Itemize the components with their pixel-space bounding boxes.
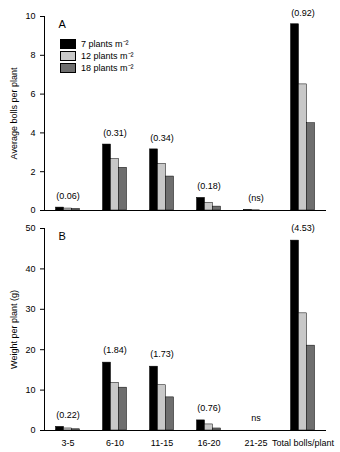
svg-text:16-20: 16-20 (197, 438, 220, 448)
svg-text:(0.31): (0.31) (103, 128, 127, 138)
svg-text:10: 10 (25, 11, 35, 21)
svg-text:50: 50 (25, 223, 35, 233)
svg-text:20: 20 (25, 345, 35, 355)
svg-text:3-5: 3-5 (61, 438, 74, 448)
svg-text:A: A (59, 18, 67, 30)
svg-text:4: 4 (30, 128, 35, 138)
svg-text:(4.53): (4.53) (291, 223, 315, 233)
svg-text:Weight per plant (g): Weight per plant (g) (9, 290, 19, 369)
svg-text:6: 6 (30, 89, 35, 99)
svg-text:11-15: 11-15 (151, 438, 173, 448)
svg-text:Total bolls/plant: Total bolls/plant (272, 438, 335, 448)
svg-text:0: 0 (30, 205, 35, 215)
html-text:12 plants m⁻²: 12 plants m⁻² (81, 51, 134, 61)
svg-text:(0.06): (0.06) (56, 191, 80, 201)
svg-text:(ns): (ns) (248, 193, 264, 203)
html-text:18 plants m⁻²: 18 plants m⁻² (81, 63, 134, 73)
svg-text:(1.84): (1.84) (103, 345, 127, 355)
svg-text:10: 10 (25, 385, 35, 395)
svg-text:(0.34): (0.34) (150, 133, 174, 143)
svg-text:(1.73): (1.73) (150, 349, 174, 359)
svg-text:(0.92): (0.92) (291, 8, 315, 18)
svg-text:ns: ns (251, 413, 261, 423)
svg-text:Average bolls per plant: Average bolls per plant (9, 67, 19, 159)
svg-text:(0.76): (0.76) (197, 403, 221, 413)
svg-text:30: 30 (25, 304, 35, 314)
svg-text:(0.22): (0.22) (56, 410, 80, 420)
svg-text:B: B (59, 230, 66, 242)
svg-text:21-25: 21-25 (244, 438, 267, 448)
svg-text:0: 0 (30, 425, 35, 435)
svg-text:40: 40 (25, 264, 35, 274)
svg-text:8: 8 (30, 50, 35, 60)
html-text:7 plants m⁻²: 7 plants m⁻² (81, 39, 129, 49)
svg-text:(0.18): (0.18) (197, 181, 221, 191)
svg-text:6-10: 6-10 (106, 438, 124, 448)
svg-text:2: 2 (30, 167, 35, 177)
